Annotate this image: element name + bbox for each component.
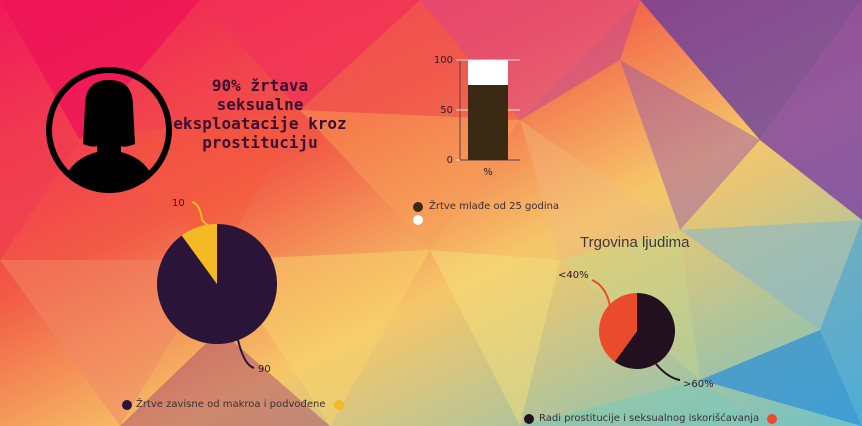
pie1-legend-label-1: Žrtve zavisne od makroa i podvođene — [136, 399, 326, 410]
pie1-slice-2 — [181, 224, 217, 284]
woman-silhouette-icon — [46, 67, 172, 193]
bar-y-tick-label: 50 — [440, 105, 453, 116]
bar-category-label: % — [483, 167, 493, 178]
pie1-label-large: 90 — [258, 364, 271, 375]
pie2-label-small: <40% — [558, 270, 589, 281]
pie2-slice-2 — [599, 293, 637, 362]
bar-chart: 0 50 100 % — [434, 55, 520, 178]
pie1-legend-swatch-1 — [122, 399, 132, 410]
pie1-label-small: 10 — [172, 198, 185, 209]
headline: 90% žrtava seksualne eksploatacije kroz … — [173, 76, 347, 152]
pie1-leader-line-large — [237, 339, 255, 369]
pie2-slice-1 — [614, 293, 675, 369]
pie2-legend-label-1: Radi prostitucije i seksualnog iskorišća… — [539, 413, 760, 424]
bar-legend-swatch-1 — [413, 201, 423, 212]
pie2-leader-line-small — [591, 279, 611, 307]
pie1-leader-line-small — [191, 201, 211, 229]
pie1-slices — [157, 224, 277, 344]
pie2-title: Trgovina ljudima — [580, 234, 690, 251]
pie-chart-trafficking: <40% >60% — [558, 270, 714, 390]
pie2-slices — [599, 293, 675, 369]
bar-y-tick-label: 0 — [447, 155, 453, 166]
pie-chart-dependents: 10 90 — [157, 198, 277, 375]
bar-legend-item-2 — [413, 215, 429, 225]
pie2-legend-swatch-2 — [767, 413, 778, 424]
bar-legend-label-1: Žrtve mlađe od 25 godina — [429, 201, 560, 212]
pie2-label-large: >60% — [683, 379, 714, 390]
pie1-legend: Žrtve zavisne od makroa i podvođene — [122, 399, 348, 410]
bar-legend-item-1: Žrtve mlađe od 25 godina — [413, 201, 559, 212]
bar-segment-1 — [468, 85, 508, 160]
pie1-legend-swatch-2 — [333, 399, 344, 410]
bar-chart-marks — [468, 60, 508, 160]
pie2-legend: Radi prostitucije i seksualnog iskorišća… — [524, 413, 781, 424]
bar-segment-2 — [468, 60, 508, 85]
pie2-legend-swatch-1 — [524, 413, 534, 424]
bar-legend-swatch-2 — [413, 215, 423, 225]
bar-y-tick-label: 100 — [434, 55, 453, 66]
pie2-leader-line-large — [655, 363, 681, 381]
